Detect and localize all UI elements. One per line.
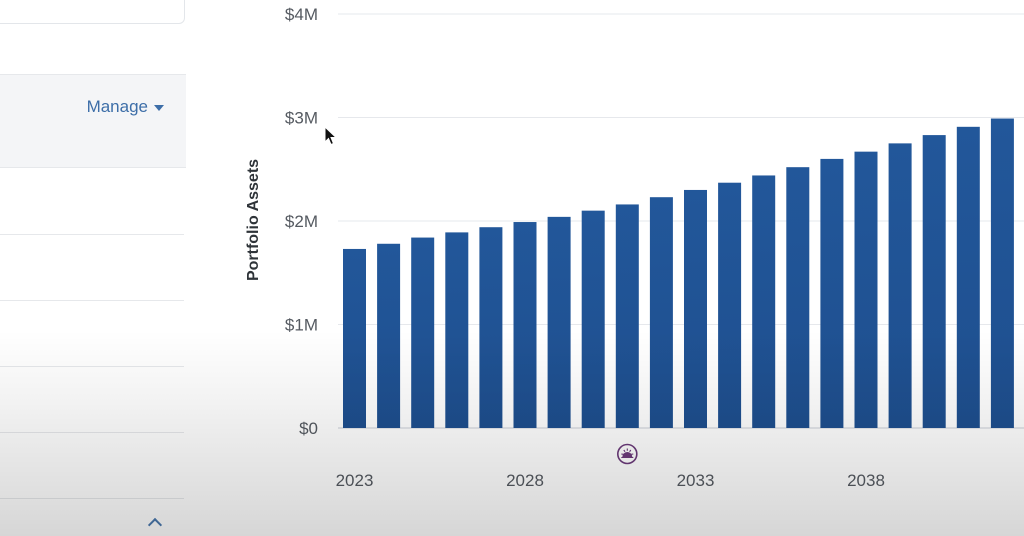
manage-label: Manage <box>86 97 148 116</box>
y-tick-label: $2M <box>285 212 318 231</box>
sunrise-icon-ray <box>629 449 632 453</box>
bar-2041[interactable] <box>956 126 980 428</box>
bar-2030[interactable] <box>581 210 605 428</box>
mouse-cursor-icon <box>324 126 338 146</box>
bar-2032[interactable] <box>649 197 673 428</box>
y-tick-label: $4M <box>285 5 318 24</box>
left-panel: Manage <box>0 0 186 536</box>
bar-2025[interactable] <box>411 237 435 428</box>
bar-2028[interactable] <box>513 222 537 428</box>
bar-2031[interactable] <box>615 204 639 428</box>
bar-2036[interactable] <box>786 167 810 428</box>
list-row-divider <box>0 366 184 367</box>
bar-2026[interactable] <box>445 232 469 428</box>
caret-down-icon <box>154 105 164 111</box>
bar-2039[interactable] <box>888 143 912 428</box>
y-tick-label: $3M <box>285 109 318 128</box>
bar-2023[interactable] <box>343 248 366 428</box>
list-row-divider <box>0 300 184 301</box>
bar-2029[interactable] <box>547 216 571 428</box>
list-row-divider <box>0 498 184 499</box>
sunrise-icon-ray <box>623 449 626 453</box>
list-row-divider <box>0 234 184 235</box>
x-tick-label: 2038 <box>847 471 885 490</box>
bar-2037[interactable] <box>820 158 844 428</box>
y-tick-label: $0 <box>299 419 318 438</box>
bar-2027[interactable] <box>479 227 503 428</box>
portfolio-assets-chart: $0 $1M $2M $3M $4M Portfolio Assets 2023 2028 2… <box>245 5 1024 490</box>
summary-card <box>0 0 185 24</box>
bar-2042[interactable] <box>990 118 1014 428</box>
bar-2038[interactable] <box>854 151 878 428</box>
list-row-divider <box>0 432 184 433</box>
x-tick-label: 2023 <box>336 471 374 490</box>
y-axis-label: Portfolio Assets <box>245 159 262 281</box>
x-tick-label: 2028 <box>506 471 544 490</box>
bar-2035[interactable] <box>752 175 776 428</box>
bar-2024[interactable] <box>377 243 401 428</box>
y-tick-label: $1M <box>285 316 318 335</box>
sunrise-icon-sun <box>622 452 633 457</box>
x-tick-label: 2033 <box>677 471 715 490</box>
manage-dropdown[interactable]: Manage <box>87 97 164 117</box>
panel-header: Manage <box>0 74 186 168</box>
bar-2033[interactable] <box>684 189 707 428</box>
bar-2040[interactable] <box>922 135 946 428</box>
chevron-up-icon[interactable] <box>145 514 165 532</box>
bar-2034[interactable] <box>718 182 742 428</box>
